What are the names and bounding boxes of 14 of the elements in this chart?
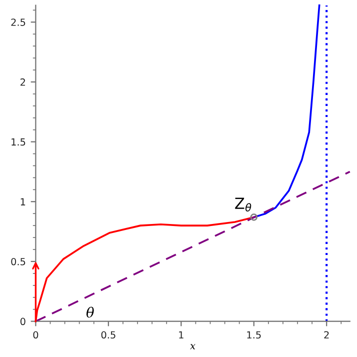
- annotation: θ: [86, 306, 94, 318]
- x-tick-label: 0: [33, 331, 38, 339]
- y-tick-label: 1.5: [12, 138, 26, 146]
- x-tick-label: 1: [179, 331, 184, 338]
- y-tick-label: 0.5: [11, 258, 26, 266]
- y-tick-label: 1: [20, 198, 26, 206]
- x-tick-label: 1.5: [247, 331, 261, 339]
- y-tick-label: 2.5: [11, 18, 26, 26]
- x-axis-title: x: [190, 344, 196, 350]
- x-tick-label: 2: [324, 331, 329, 338]
- annotation: Z$_{θ}$: [235, 198, 252, 212]
- y-tick-label: 0: [20, 318, 26, 326]
- x-tick-label: 0.5: [101, 331, 116, 339]
- y-tick-label: 2: [20, 78, 26, 86]
